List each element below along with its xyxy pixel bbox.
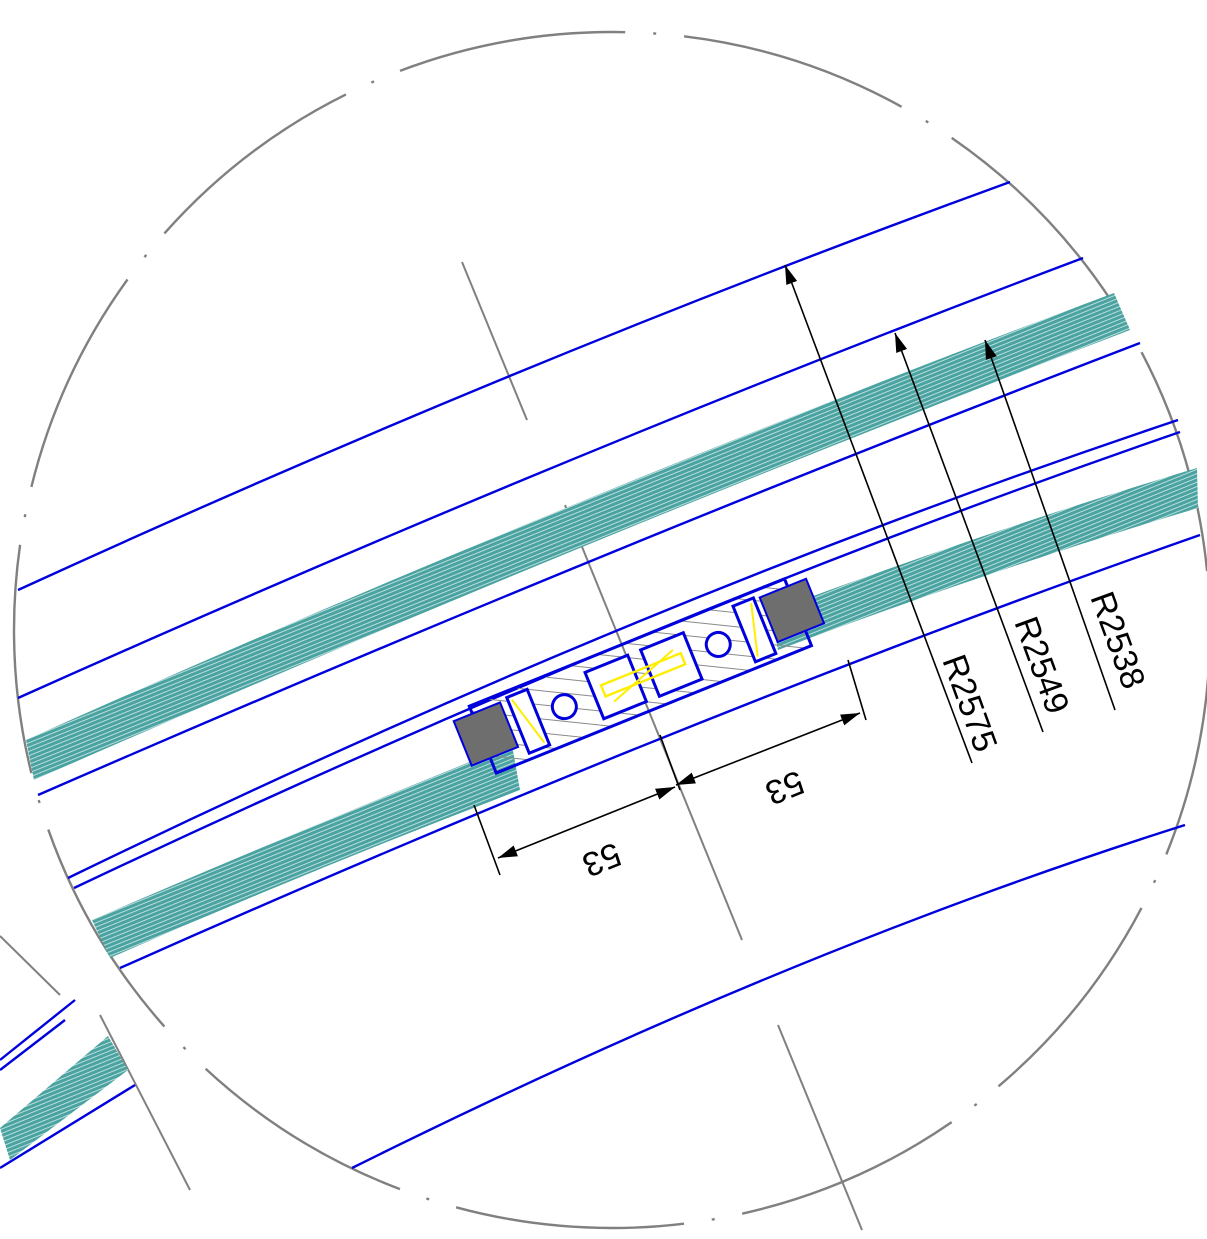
- chamber-left: [583, 653, 649, 721]
- coupling-profile: [452, 576, 826, 775]
- radius-label-inner: R2538: [1082, 587, 1152, 694]
- radius-dimensions: [784, 264, 1116, 764]
- width-label-right: 53: [760, 763, 809, 812]
- screw-port-left: [550, 693, 578, 721]
- insert-bar: [599, 651, 687, 699]
- radius-label-middle: R2549: [1006, 612, 1076, 719]
- profile-outlines: [0, 180, 1201, 1170]
- glass-panes: [0, 293, 1198, 1160]
- chamber-right: [638, 630, 704, 699]
- width-label-left: 53: [577, 835, 626, 884]
- screw-port-right: [704, 630, 732, 658]
- gasket-left: [452, 701, 520, 767]
- glass-pane-upper: [26, 293, 1130, 780]
- gasket-right: [758, 577, 826, 644]
- glass-pane-corner: [0, 1036, 128, 1160]
- width-dimensions: [473, 659, 867, 876]
- glass-pane-lower-right: [770, 468, 1198, 650]
- glass-pane-lower-left: [92, 745, 520, 958]
- detail-circle: [12, 30, 1207, 1230]
- radius-label-outer: R2575: [934, 650, 1004, 757]
- center-lines: [0, 261, 863, 1231]
